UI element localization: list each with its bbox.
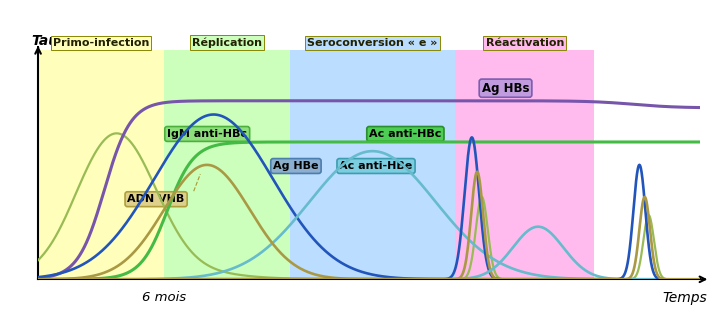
Text: 6 mois: 6 mois <box>142 291 186 304</box>
Text: Ag HBe: Ag HBe <box>273 161 319 171</box>
Text: Réactivation: Réactivation <box>486 38 564 48</box>
Text: Ag HBs: Ag HBs <box>482 82 529 95</box>
Bar <box>164 50 290 279</box>
Text: Ac anti-HBe: Ac anti-HBe <box>339 161 413 171</box>
Text: Réplication: Réplication <box>192 38 262 48</box>
Text: ADN VHB: ADN VHB <box>128 194 185 204</box>
Bar <box>38 50 164 279</box>
Text: Taux: Taux <box>31 34 67 48</box>
Text: Primo-infection: Primo-infection <box>53 38 149 48</box>
Text: Seroconversion « e »: Seroconversion « e » <box>307 38 437 48</box>
Text: Ac anti-HBc: Ac anti-HBc <box>369 129 442 139</box>
Bar <box>455 50 594 279</box>
Bar <box>290 50 455 279</box>
Text: IgM anti-HBc: IgM anti-HBc <box>168 129 247 139</box>
Text: Temps: Temps <box>662 291 707 305</box>
